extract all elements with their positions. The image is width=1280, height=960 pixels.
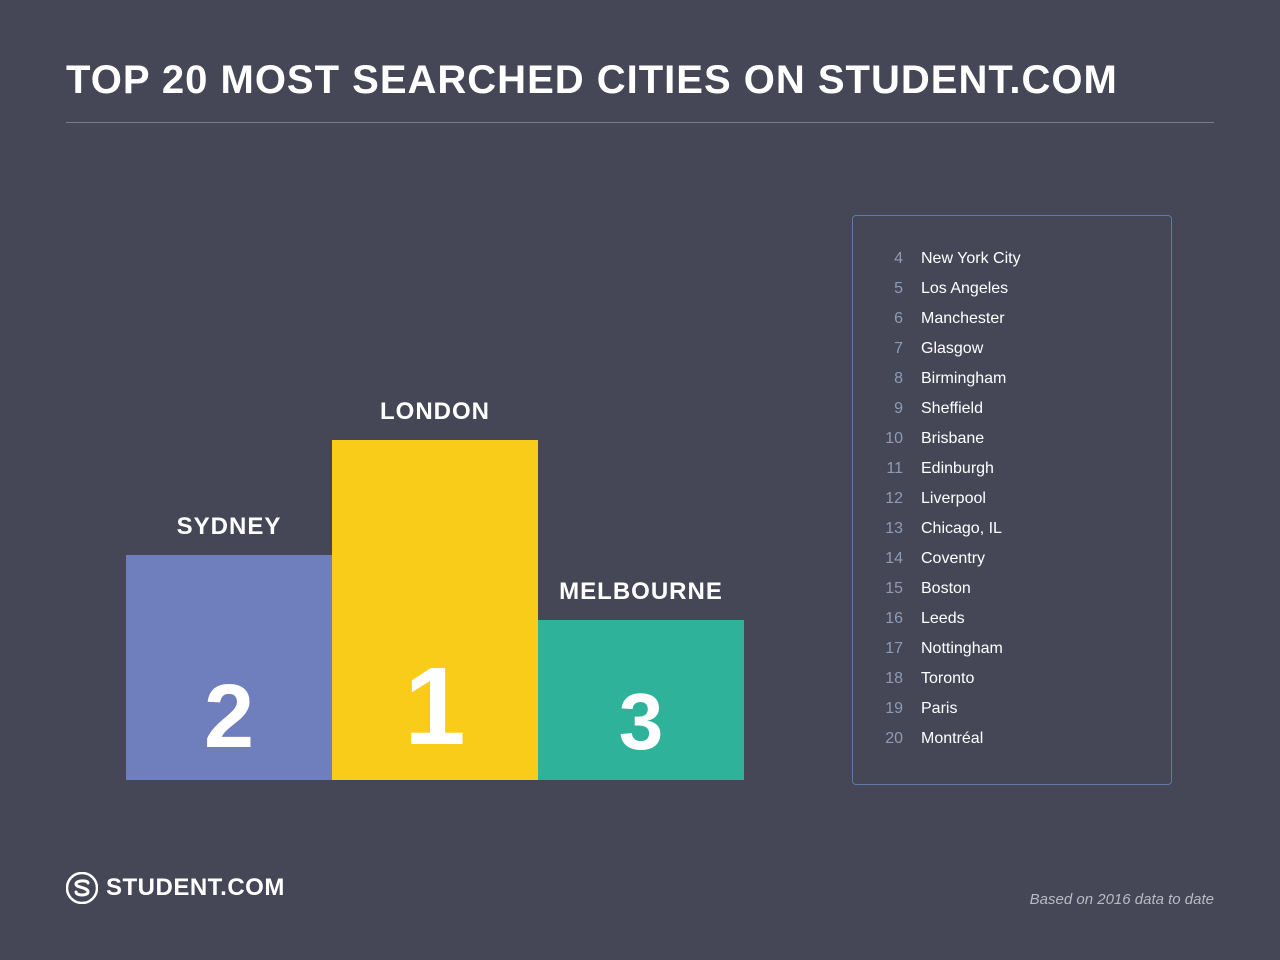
- list-item-city: Toronto: [921, 670, 974, 688]
- list-item: 6 Manchester: [881, 304, 1143, 334]
- list-item-city: Liverpool: [921, 490, 986, 508]
- list-item-rank: 8: [881, 370, 903, 388]
- list-item: 12 Liverpool: [881, 484, 1143, 514]
- podium-bar-label: SYDNEY: [126, 513, 332, 541]
- list-item: 5 Los Angeles: [881, 274, 1143, 304]
- list-item-city: Birmingham: [921, 370, 1006, 388]
- list-item-rank: 10: [881, 430, 903, 448]
- list-item: 19 Paris: [881, 694, 1143, 724]
- logo-icon: [66, 872, 98, 904]
- list-item-rank: 14: [881, 550, 903, 568]
- list-item-rank: 5: [881, 280, 903, 298]
- footer-note: Based on 2016 data to date: [1030, 891, 1214, 908]
- list-item: 14 Coventry: [881, 544, 1143, 574]
- podium-bar: MELBOURNE3: [538, 620, 744, 780]
- list-item-city: Edinburgh: [921, 460, 994, 478]
- list-item-rank: 4: [881, 250, 903, 268]
- list-item-rank: 19: [881, 700, 903, 718]
- list-item-city: Glasgow: [921, 340, 983, 358]
- list-item-city: Boston: [921, 580, 971, 598]
- list-item-rank: 9: [881, 400, 903, 418]
- list-item-city: Manchester: [921, 310, 1005, 328]
- brand-logo: STUDENT.COM: [66, 872, 285, 904]
- list-item-city: Montréal: [921, 730, 983, 748]
- list-item: 9 Sheffield: [881, 394, 1143, 424]
- podium-bar: LONDON1: [332, 440, 538, 780]
- rankings-list: 4 New York City 5 Los Angeles 6 Manchester 7 Gl…: [852, 215, 1172, 785]
- list-item-city: New York City: [921, 250, 1021, 268]
- title-divider: [66, 122, 1214, 123]
- list-item: 13 Chicago, IL: [881, 514, 1143, 544]
- list-item: 7 Glasgow: [881, 334, 1143, 364]
- list-item: 8 Birmingham: [881, 364, 1143, 394]
- list-item: 11 Edinburgh: [881, 454, 1143, 484]
- podium-bar-rank: 2: [126, 672, 332, 762]
- podium-bar-label: MELBOURNE: [538, 578, 744, 606]
- page-title: TOP 20 MOST SEARCHED CITIES ON STUDENT.C…: [66, 58, 1118, 103]
- list-item: 18 Toronto: [881, 664, 1143, 694]
- list-item-rank: 18: [881, 670, 903, 688]
- podium-bar-label: LONDON: [332, 398, 538, 426]
- list-item: 10 Brisbane: [881, 424, 1143, 454]
- list-item-rank: 7: [881, 340, 903, 358]
- list-item: 16 Leeds: [881, 604, 1143, 634]
- list-item-city: Brisbane: [921, 430, 984, 448]
- list-item-city: Coventry: [921, 550, 985, 568]
- list-item-rank: 6: [881, 310, 903, 328]
- list-item-rank: 16: [881, 610, 903, 628]
- list-item-rank: 12: [881, 490, 903, 508]
- podium-chart: SYDNEY2LONDON1MELBOURNE3: [126, 380, 766, 780]
- list-item-rank: 13: [881, 520, 903, 538]
- list-item-city: Nottingham: [921, 640, 1003, 658]
- list-item-rank: 15: [881, 580, 903, 598]
- list-item: 20 Montréal: [881, 724, 1143, 754]
- list-item-rank: 17: [881, 640, 903, 658]
- list-item: 4 New York City: [881, 244, 1143, 274]
- podium-bar-rank: 3: [538, 682, 744, 762]
- podium-bar-rank: 1: [332, 652, 538, 762]
- list-item-city: Chicago, IL: [921, 520, 1002, 538]
- podium-bar: SYDNEY2: [126, 555, 332, 780]
- list-item: 15 Boston: [881, 574, 1143, 604]
- list-item-city: Sheffield: [921, 400, 983, 418]
- list-item-city: Paris: [921, 700, 957, 718]
- list-item-city: Leeds: [921, 610, 965, 628]
- list-item-rank: 20: [881, 730, 903, 748]
- list-item-rank: 11: [881, 460, 903, 478]
- brand-text: STUDENT.COM: [106, 874, 285, 902]
- list-item-city: Los Angeles: [921, 280, 1008, 298]
- list-item: 17 Nottingham: [881, 634, 1143, 664]
